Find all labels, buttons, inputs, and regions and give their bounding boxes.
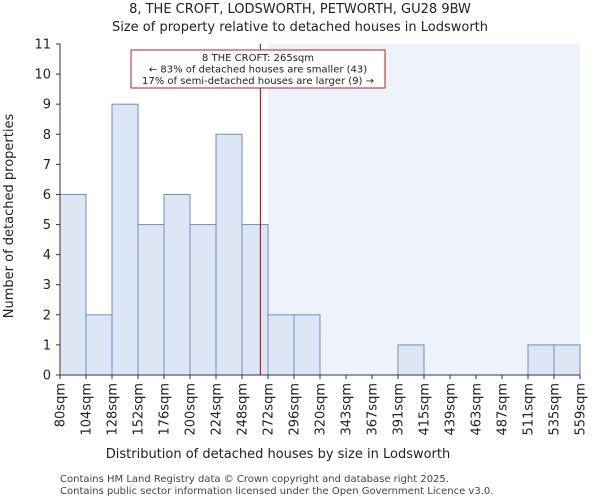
footer-line-2: Contains public sector information licen… — [60, 486, 493, 497]
y-tick-label: 11 — [34, 38, 51, 53]
x-tick-label: 320sqm — [314, 383, 329, 436]
bar-128sqm — [111, 103, 139, 376]
annotation-line-1: 8 THE CROFT: 265sqm — [202, 53, 314, 64]
y-tick-label: 9 — [43, 98, 51, 113]
y-tick-label: 8 — [43, 128, 51, 143]
bars-group — [59, 103, 581, 376]
y-tick-label: 7 — [43, 158, 51, 173]
chart-subtitle: Size of property relative to detached ho… — [112, 20, 488, 35]
x-tick-label: 391sqm — [392, 383, 407, 436]
bar-296sqm — [293, 314, 321, 376]
annotation-box: 8 THE CROFT: 265sqm ← 83% of detached ho… — [130, 49, 386, 89]
x-tick-label: 104sqm — [80, 383, 95, 436]
x-tick-label: 200sqm — [184, 383, 199, 436]
x-tick-label: 152sqm — [132, 383, 147, 436]
chart-title: 8, THE CROFT, LODSWORTH, PETWORTH, GU28 … — [129, 2, 471, 17]
x-tick-label: 535sqm — [548, 383, 563, 436]
y-axis-label: Number of detached properties — [2, 114, 17, 319]
annotation-box-border — [130, 49, 386, 89]
x-tick-label: 415sqm — [418, 383, 433, 436]
x-tick-label: 80sqm — [54, 383, 69, 427]
bar-535sqm — [553, 344, 581, 376]
footer-line-1: Contains HM Land Registry data © Crown c… — [60, 474, 449, 485]
x-ticks: 80sqm 104sqm 128sqm 152sqm 176sqm 200sqm 224sq… — [54, 375, 589, 436]
x-tick-label: 559sqm — [574, 383, 589, 436]
x-tick-label: 343sqm — [340, 383, 355, 436]
bar-248sqm — [241, 224, 269, 376]
annotation-line-2: ← 83% of detached houses are smaller (43… — [149, 65, 367, 76]
x-tick-label: 176sqm — [158, 383, 173, 436]
x-tick-label: 224sqm — [210, 383, 225, 436]
x-tick-label: 367sqm — [366, 383, 381, 436]
y-tick-label: 10 — [34, 68, 51, 83]
bar-80sqm — [59, 193, 87, 376]
y-tick-label: 1 — [43, 338, 51, 353]
x-tick-label: 487sqm — [496, 383, 511, 436]
bar-200sqm — [189, 224, 217, 376]
x-tick-label: 272sqm — [262, 383, 277, 436]
x-tick-label: 463sqm — [470, 383, 485, 436]
y-tick-label: 2 — [43, 308, 51, 323]
x-tick-label: 296sqm — [288, 383, 303, 436]
x-axis-label: Distribution of detached houses by size … — [106, 447, 451, 462]
bar-104sqm — [85, 314, 113, 376]
bar-391sqm — [397, 344, 425, 376]
y-tick-label: 6 — [43, 188, 51, 203]
bar-176sqm — [163, 193, 191, 376]
bar-224sqm — [215, 133, 243, 376]
y-tick-label: 5 — [43, 218, 51, 233]
bar-152sqm — [137, 224, 165, 376]
y-tick-label: 3 — [43, 278, 51, 293]
y-ticks: 0 1 2 3 4 5 6 7 8 9 10 11 — [34, 38, 60, 384]
y-tick-label: 0 — [43, 369, 51, 384]
x-tick-label: 128sqm — [106, 383, 121, 436]
bar-272sqm — [267, 314, 295, 376]
x-tick-label: 511sqm — [522, 383, 537, 436]
x-tick-label: 248sqm — [236, 383, 251, 436]
y-tick-label: 4 — [43, 248, 51, 263]
bar-511sqm — [527, 344, 555, 376]
annotation-line-3: 17% of semi-detached houses are larger (… — [142, 76, 374, 87]
x-tick-label: 439sqm — [444, 383, 459, 436]
